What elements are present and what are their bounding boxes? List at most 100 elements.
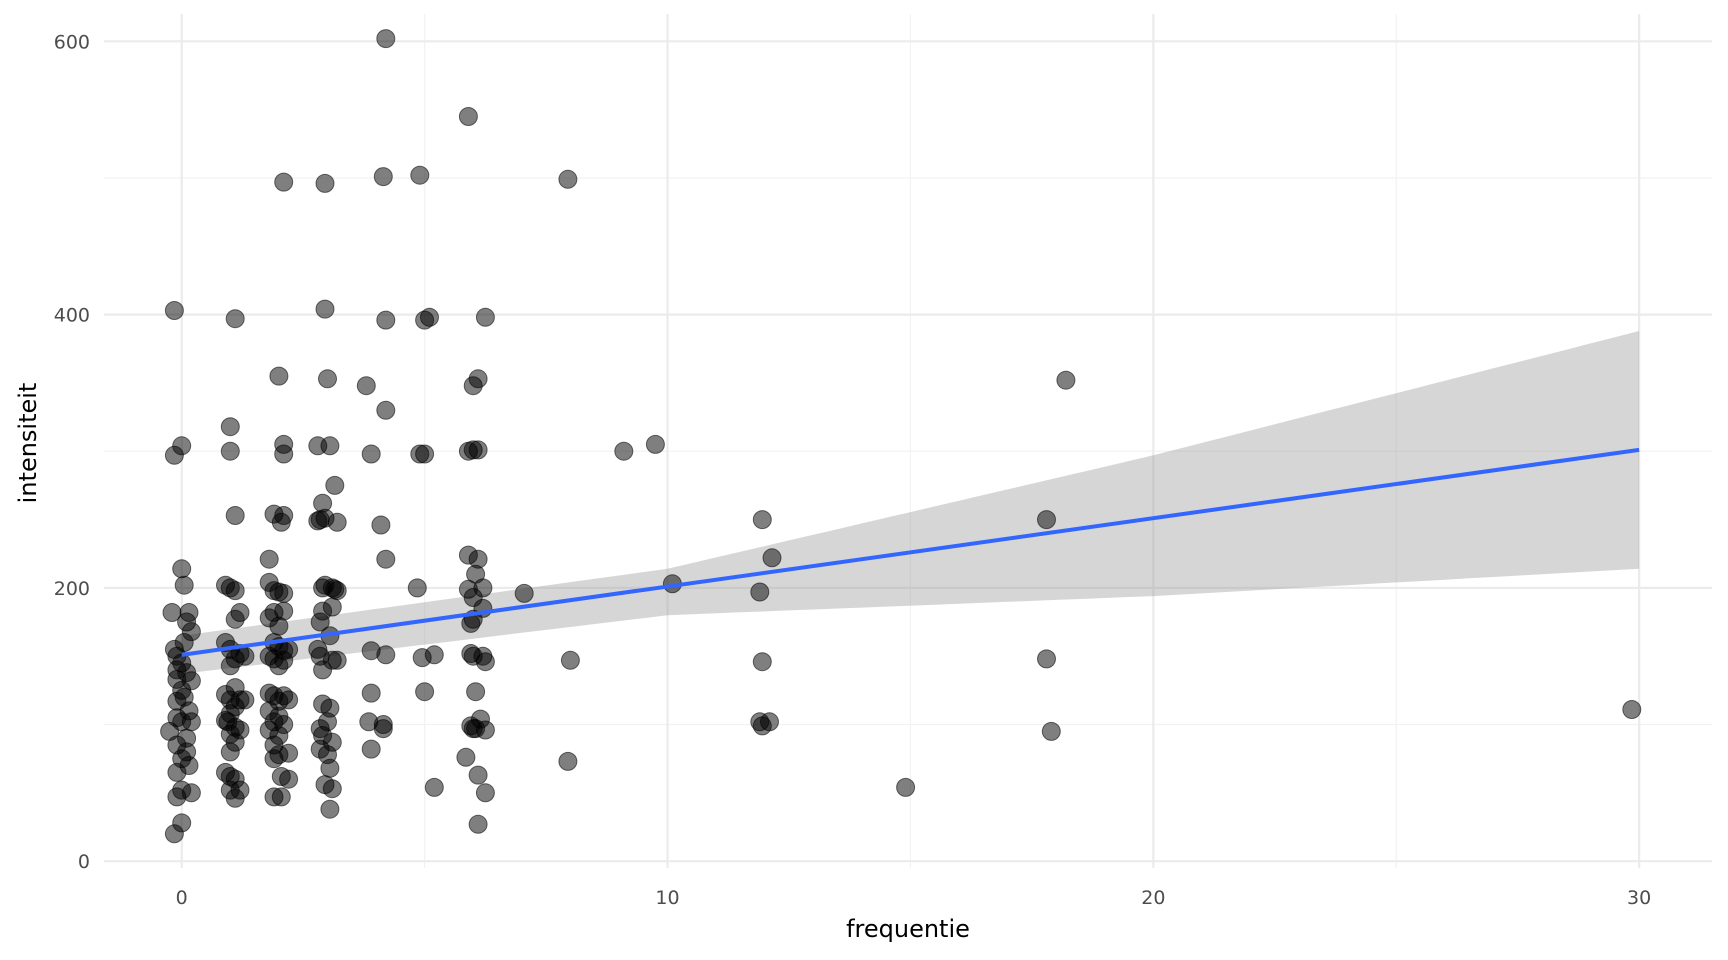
regression-line: [181, 447, 1640, 657]
data-point: [271, 787, 291, 807]
data-point: [558, 751, 578, 771]
data-point: [376, 549, 396, 569]
data-point: [315, 299, 335, 319]
data-point: [750, 582, 770, 602]
data-point: [174, 633, 194, 652]
data-point: [315, 173, 335, 193]
data-point: [361, 683, 381, 703]
major-grid: [104, 14, 1712, 868]
y-tick-label: 0: [78, 851, 90, 873]
data-point: [320, 436, 340, 456]
data-point: [325, 475, 345, 495]
data-point: [463, 376, 483, 396]
data-point: [220, 417, 240, 437]
data-point: [468, 765, 488, 785]
x-tick-label: 0: [176, 887, 188, 909]
data-point: [225, 609, 245, 629]
x-axis-tick-labels: 0 10 20 30: [176, 887, 1652, 909]
data-point: [269, 366, 289, 386]
data-point: [167, 762, 187, 782]
data-point: [752, 716, 772, 736]
data-point: [167, 660, 187, 680]
data-point: [164, 824, 184, 844]
data-point: [762, 548, 782, 568]
data-point: [645, 434, 665, 454]
data-point: [752, 510, 772, 530]
y-tick-label: 200: [54, 578, 90, 600]
data-point: [320, 799, 340, 819]
data-point: [259, 549, 279, 569]
data-point: [264, 749, 284, 769]
data-point: [371, 515, 391, 535]
data-point: [475, 720, 495, 740]
data-point: [373, 719, 393, 739]
data-point: [466, 682, 486, 702]
data-point: [410, 165, 430, 185]
data-point: [235, 690, 255, 710]
data-point: [279, 690, 299, 710]
data-point: [614, 441, 634, 461]
data-point: [308, 511, 328, 531]
y-axis-title: intensiteit: [14, 383, 42, 504]
data-point: [458, 441, 478, 461]
data-point: [456, 747, 476, 767]
data-point: [361, 739, 381, 759]
data-point: [310, 612, 330, 632]
data-point: [558, 169, 578, 189]
x-axis-title: frequentie: [846, 915, 970, 943]
data-point: [376, 29, 396, 49]
x-tick-label: 20: [1141, 887, 1165, 909]
data-point: [361, 444, 381, 464]
data-point: [271, 512, 291, 532]
data-point: [225, 506, 245, 525]
data-point: [327, 581, 347, 601]
data-point: [475, 783, 495, 803]
data-point: [313, 660, 333, 680]
data-point: [220, 656, 240, 676]
data-point: [373, 167, 393, 187]
data-point: [220, 441, 240, 461]
data-point: [218, 712, 238, 732]
data-point: [514, 583, 534, 603]
data-point: [322, 779, 342, 799]
data-point: [172, 559, 192, 579]
data-point: [475, 652, 495, 672]
data-point: [376, 645, 396, 665]
data-point: [468, 814, 488, 834]
regression-line-layer: [181, 447, 1640, 657]
data-point: [1037, 510, 1056, 530]
data-point: [560, 650, 580, 670]
data-point: [415, 444, 435, 464]
data-point: [274, 172, 294, 192]
data-point: [376, 310, 396, 330]
data-point: [327, 512, 347, 532]
confidence-band-layer: [181, 331, 1640, 674]
data-point: [235, 646, 255, 666]
data-point: [220, 742, 240, 762]
data-point: [269, 616, 289, 636]
data-point: [475, 307, 495, 327]
data-point: [752, 652, 772, 672]
data-point: [461, 613, 481, 633]
data-point: [1041, 721, 1061, 741]
data-point: [164, 301, 184, 320]
data-point: [356, 376, 376, 396]
data-point: [407, 578, 427, 598]
x-tick-label: 10: [655, 887, 679, 909]
data-point: [225, 581, 245, 601]
data-point: [318, 369, 337, 389]
data-point: [279, 769, 299, 789]
data-point: [458, 107, 478, 126]
data-point: [181, 712, 201, 732]
data-point: [320, 758, 340, 778]
data-point: [420, 307, 439, 327]
data-point: [225, 309, 245, 329]
y-tick-label: 600: [54, 31, 90, 53]
data-point: [376, 400, 396, 420]
data-point: [177, 612, 197, 632]
data-point: [274, 444, 294, 464]
data-point: [1037, 649, 1056, 669]
data-point: [225, 788, 245, 808]
data-point: [896, 777, 916, 797]
